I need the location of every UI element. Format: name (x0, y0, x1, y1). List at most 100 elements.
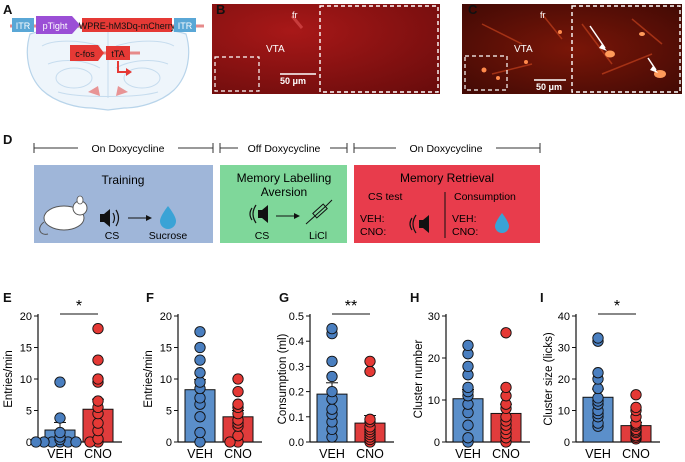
x-category-label: CNO (622, 447, 650, 461)
y-tick-label: 30 (428, 311, 440, 323)
data-point (462, 360, 474, 373)
data-point (194, 354, 206, 366)
data-point (194, 326, 206, 338)
retrieval-title: Memory Retrieval (400, 171, 494, 185)
labelling-licl-label: LiCl (309, 230, 327, 242)
y-tick-label: 10 (558, 406, 570, 418)
data-point (232, 430, 244, 442)
labelling-title-1: Memory Labelling (237, 171, 332, 185)
labelling-speaker-icon (249, 204, 268, 224)
y-tick-label: 0.2 (289, 387, 304, 399)
data-point (462, 381, 474, 394)
y-tick-label: 20 (160, 311, 172, 323)
panel-label-c: C (468, 2, 478, 17)
data-point (500, 327, 512, 339)
data-point (592, 382, 604, 395)
y-tick-label: 0.0 (289, 437, 304, 449)
payload-label: WPRE-hM3Dq-mCherry (79, 21, 176, 31)
retrieval-cs-test: CS test (368, 191, 403, 203)
y-axis-label: Entries/min (143, 350, 155, 408)
labelling-box (220, 165, 347, 243)
data-point (326, 403, 338, 415)
x-category-label: VEH (47, 447, 73, 461)
data-point (592, 367, 604, 379)
x-category-label: CNO (492, 447, 520, 461)
panel-label-f: F (146, 290, 154, 305)
data-point (462, 419, 474, 431)
rat-icon (39, 195, 88, 235)
data-point (54, 412, 66, 424)
itr-left-box (12, 18, 34, 32)
y-tick-label: 15 (20, 343, 32, 355)
tta-label: tTA (111, 49, 124, 59)
y-tick-label: 30 (558, 343, 570, 355)
tta-box (106, 46, 130, 60)
data-point (194, 392, 206, 404)
labelling-title-2: Aversion (261, 185, 307, 199)
retrieval-box (354, 165, 540, 243)
x-category-label: CNO (224, 447, 252, 461)
y-axis-label: Entries/min (3, 350, 15, 408)
y-tick-label: 0.5 (289, 311, 304, 323)
data-point (54, 426, 66, 439)
data-point (364, 365, 376, 378)
y-tick-label: 20 (20, 311, 32, 323)
ptight-label: pTight (43, 21, 68, 31)
y-tick-label: 10 (428, 395, 440, 407)
retrieval-cno2-label: CNO: (452, 226, 478, 238)
micrograph-b-vta: VTA (266, 44, 285, 55)
training-cs-label: CS (105, 230, 120, 242)
y-tick-label: 0 (434, 437, 440, 449)
retrieval-veh2-label: VEH: (452, 213, 477, 225)
micrograph-b: fr VTA 50 μm (212, 4, 440, 94)
data-point (592, 392, 604, 404)
y-axis-label: Consumption (ml) (277, 333, 289, 424)
panel-label-b: B (216, 2, 226, 17)
y-tick-label: 0 (26, 437, 32, 449)
training-sucrose-label: Sucrose (149, 230, 188, 242)
sucrose-drop-icon (160, 206, 176, 229)
data-point (54, 376, 66, 388)
data-point (326, 385, 338, 398)
y-tick-label: 20 (558, 374, 570, 386)
data-point (232, 398, 244, 410)
x-category-label: VEH (319, 447, 345, 461)
significance-marker: * (614, 298, 620, 315)
data-point (326, 370, 338, 383)
chart-i: Cluster size (licks) 0 10 20 30 40 VEH CNO * (543, 298, 660, 461)
panel-label-e: E (3, 290, 12, 305)
data-point (326, 322, 338, 335)
timeline-schematic: On Doxycycline Off Doxycycline On Doxycy… (33, 141, 541, 243)
itr-left-label: ITR (16, 21, 31, 31)
retrieval-speaker-icon (409, 214, 429, 234)
data-point (500, 381, 512, 394)
brain-schematic: ITR pTight WPRE-hM3Dq-mCherry ITR c-fos … (10, 16, 204, 111)
x-category-label: CNO (84, 447, 112, 461)
y-axis-label: Cluster number (413, 340, 425, 419)
y-tick-label: 40 (558, 311, 570, 323)
retrieval-drop-icon (495, 213, 509, 233)
data-point (194, 376, 206, 388)
data-point (232, 385, 244, 398)
phase-3-label: On Doxycycline (410, 143, 483, 155)
chart-e: Entries/min 0 5 10 15 20 VEH CNO * (3, 298, 122, 461)
y-tick-label: 5 (26, 406, 32, 418)
data-point (194, 341, 206, 354)
cfos-label: c-fos (75, 49, 95, 59)
y-axis-label: Cluster size (licks) (543, 332, 555, 425)
phase-2-label: Off Doxycycline (248, 143, 321, 155)
y-tick-label: 15 (160, 343, 172, 355)
data-point (92, 373, 104, 385)
data-point (326, 355, 338, 368)
micrograph-c-vta: VTA (514, 44, 533, 55)
y-tick-label: 0 (166, 437, 172, 449)
ptight-arrow (36, 16, 80, 34)
micrograph-b-fr: fr (292, 10, 298, 20)
data-point (30, 436, 42, 448)
data-point (462, 339, 474, 352)
retrieval-cno-label: CNO: (360, 226, 386, 238)
syringe-icon (305, 199, 333, 225)
y-tick-label: 20 (428, 353, 440, 365)
panel-label-g: G (279, 290, 290, 305)
labelling-cs-label: CS (255, 230, 270, 242)
